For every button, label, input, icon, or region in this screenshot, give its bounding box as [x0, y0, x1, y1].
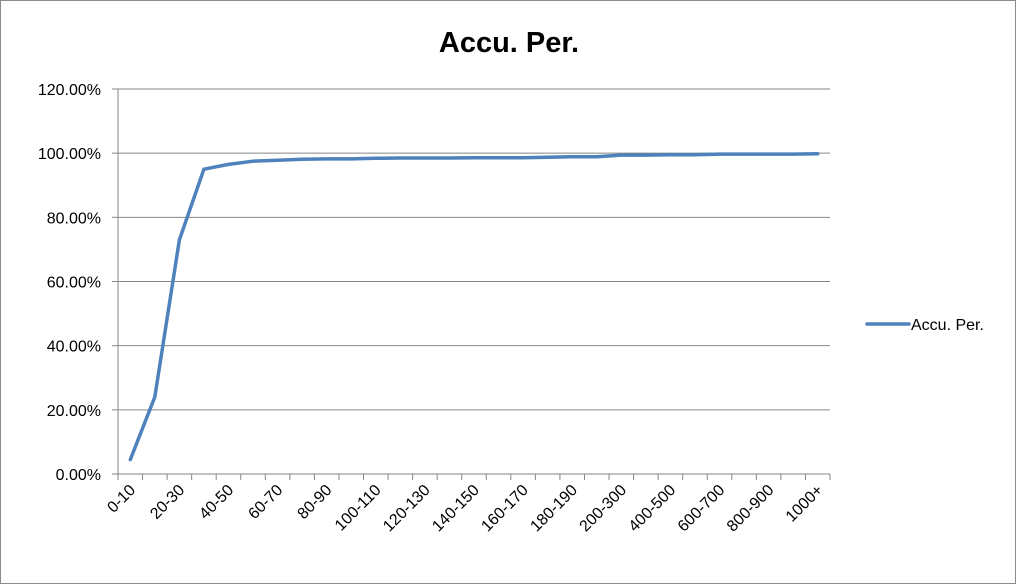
y-tick-label: 100.00%	[38, 146, 101, 163]
series-layer	[130, 154, 818, 460]
y-tick-label: 20.00%	[47, 403, 101, 420]
x-tick-label: 600-700	[675, 482, 729, 536]
legend-label: Accu. Per.	[911, 317, 984, 334]
x-tick-label: 160-170	[478, 482, 532, 536]
y-tick-label: 0.00%	[56, 467, 101, 484]
y-tick-label: 40.00%	[47, 339, 101, 356]
y-tick-label: 120.00%	[38, 82, 101, 99]
y-tick-label: 80.00%	[47, 210, 101, 227]
chart-title: Accu. Per.	[439, 27, 579, 59]
x-tick-label: 100-110	[332, 482, 385, 535]
x-tick-label: 180-190	[527, 482, 581, 536]
x-tick-label: 120-130	[380, 482, 434, 536]
x-tick-label: 400-500	[626, 482, 680, 536]
x-tick-label: 140-150	[429, 482, 483, 536]
x-tick-label: 60-70	[245, 482, 286, 523]
x-tick-label: 0-10	[104, 482, 139, 517]
legend: Accu. Per.	[867, 317, 984, 334]
x-tick-label: 40-50	[196, 482, 237, 523]
x-tick-label: 200-300	[577, 482, 631, 536]
series-line	[130, 154, 817, 460]
gridlines	[118, 89, 830, 410]
x-tick-label: 1000+	[783, 482, 827, 526]
y-axis-tick-labels: 0.00% 20.00% 40.00% 60.00% 80.00% 100.00% 120.…	[38, 82, 101, 484]
axes	[112, 89, 830, 480]
x-tick-label: 20-30	[147, 482, 188, 523]
y-tick-label: 60.00%	[47, 275, 101, 292]
x-tick-label: 80-90	[295, 482, 336, 523]
x-tick-label: 800-900	[724, 482, 778, 536]
